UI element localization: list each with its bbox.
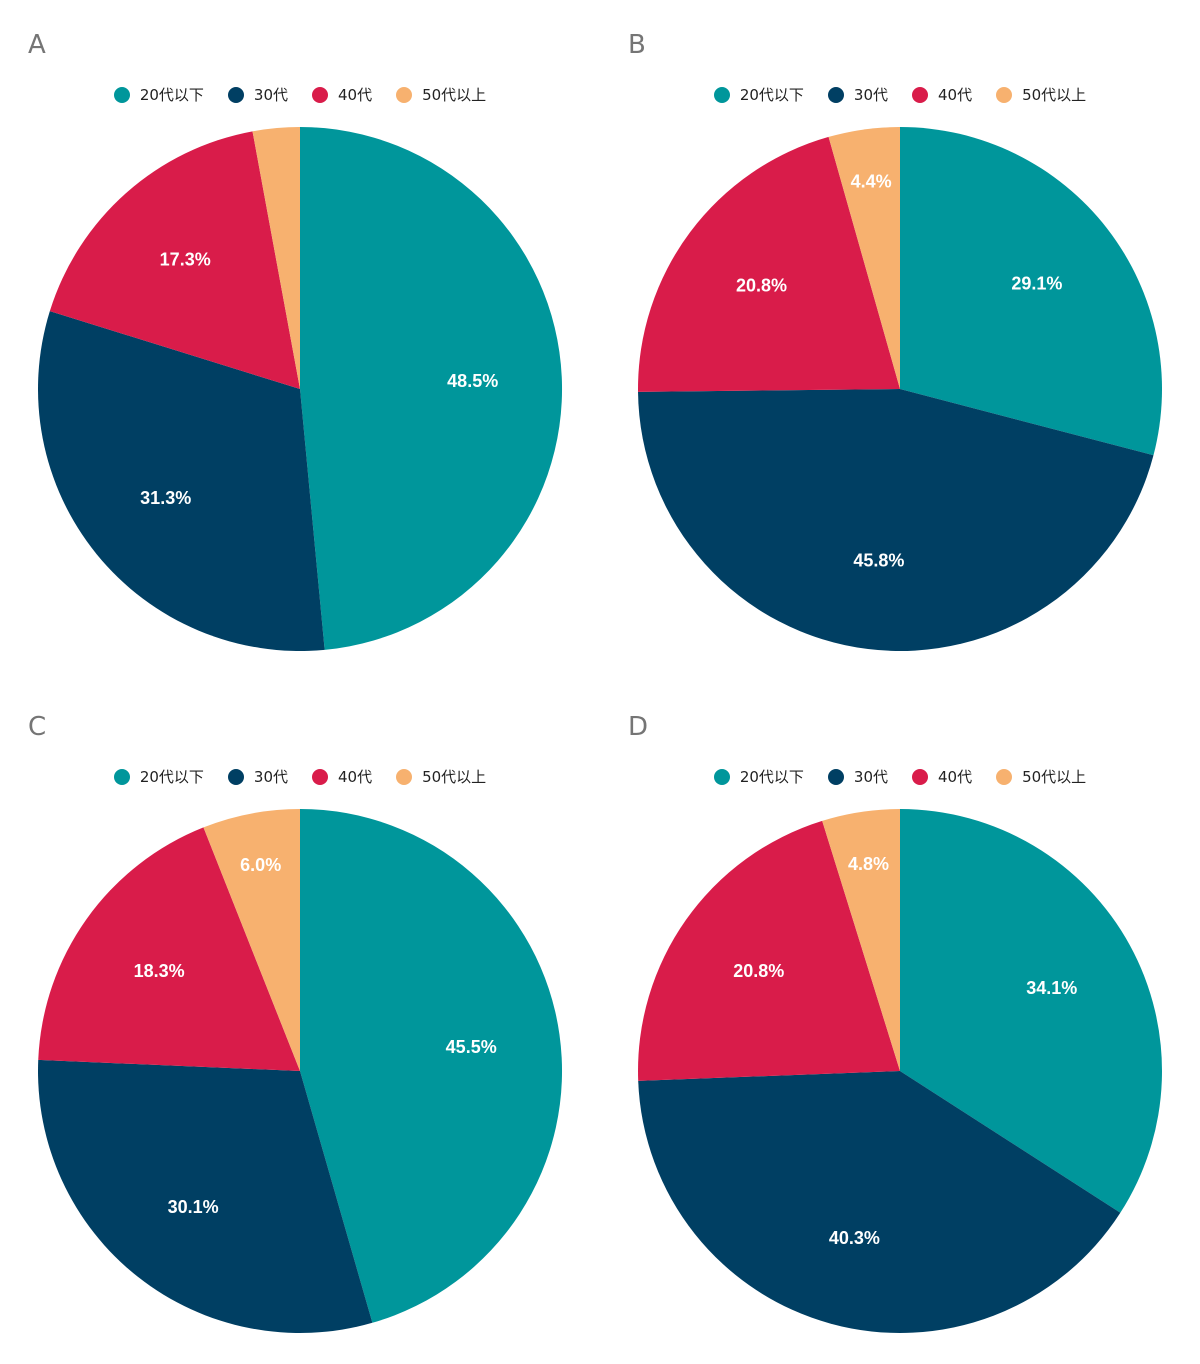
legend-swatch <box>396 86 413 103</box>
pie-chart: 48.5% 31.3% 17.3% <box>38 126 563 652</box>
legend-swatch <box>396 768 413 785</box>
pie-slice <box>638 820 900 1081</box>
legend-label: 50代以上 <box>1022 86 1087 104</box>
legend-label: 20代以下 <box>739 768 804 786</box>
legend-item: 20代以下 <box>113 84 204 105</box>
pie-slice <box>300 126 563 650</box>
legend-swatch <box>912 768 928 785</box>
slice-label: 29.1% <box>1011 273 1062 293</box>
legend-item: 40代 <box>912 766 972 787</box>
slice-label: 4.8% <box>848 854 889 874</box>
pie-slice <box>638 136 900 392</box>
legend-swatch <box>713 768 730 785</box>
legend-swatch <box>996 768 1013 785</box>
legend-item: 20代以下 <box>113 766 204 787</box>
legend-label: 40代 <box>338 86 373 104</box>
chart-panel-d: D 20代以下 30代 40代 50代以上 34.1% 40.3% 20.8% 4.8… <box>600 682 1200 1364</box>
legend-item: 20代以下 <box>713 766 804 787</box>
legend-label: 30代 <box>253 86 288 104</box>
chart-panel-a: A 20代以下 30代 40代 50代以上 48.5% 31.3% 17.3% <box>0 0 600 682</box>
legend-item: 50代以上 <box>396 84 486 105</box>
legend: 20代以下 30代 40代 50代以上 <box>0 766 600 787</box>
legend: 20代以下 30代 40代 50代以上 <box>0 84 600 105</box>
chart-panel-c: C 20代以下 30代 40代 50代以上 45.5% 30.1% 18.3% 6.0… <box>0 682 600 1364</box>
slice-label: 6.0% <box>240 855 281 875</box>
legend-label: 50代以上 <box>422 86 487 104</box>
pie-slice <box>38 1059 373 1334</box>
slice-label: 45.5% <box>446 1037 497 1057</box>
pie-slice <box>300 809 563 1323</box>
slice-label: 40.3% <box>829 1228 880 1248</box>
legend-swatch <box>912 86 928 103</box>
chart-title: C <box>28 712 47 742</box>
pie-slice <box>638 389 1154 652</box>
pie-slice <box>49 131 300 389</box>
chart-panel-b: B 20代以下 30代 40代 50代以上 29.1% 45.8% 20.8% 4.4… <box>600 0 1200 682</box>
pie-slice <box>38 311 325 652</box>
legend-swatch <box>227 768 244 785</box>
slice-label: 20.8% <box>733 961 784 981</box>
legend-item: 30代 <box>227 766 288 787</box>
legend-label: 30代 <box>853 768 888 786</box>
legend-label: 40代 <box>938 768 973 786</box>
legend-label: 20代以下 <box>739 86 804 104</box>
slice-label: 4.4% <box>851 171 892 191</box>
legend-item: 30代 <box>827 766 888 787</box>
legend-swatch <box>827 768 844 785</box>
legend-item: 40代 <box>312 766 372 787</box>
pie-slice <box>203 809 300 1071</box>
chart-title: A <box>28 30 46 60</box>
slice-label: 18.3% <box>134 961 185 981</box>
legend-label: 20代以下 <box>139 768 204 786</box>
legend-swatch <box>227 86 244 103</box>
legend-item: 50代以上 <box>996 766 1086 787</box>
slice-label: 20.8% <box>736 276 787 296</box>
pie-chart: 34.1% 40.3% 20.8% 4.8% <box>638 809 1163 1333</box>
slice-label: 45.8% <box>853 551 904 571</box>
legend-item: 20代以下 <box>713 84 804 105</box>
legend-item: 30代 <box>827 84 888 105</box>
legend-swatch <box>113 86 130 103</box>
legend-label: 20代以下 <box>139 86 204 104</box>
legend-swatch <box>996 86 1013 103</box>
slice-label: 48.5% <box>447 371 498 391</box>
slice-label: 34.1% <box>1026 978 1077 998</box>
legend-swatch <box>113 768 130 785</box>
legend-item: 40代 <box>312 84 372 105</box>
legend-label: 30代 <box>853 86 888 104</box>
legend-item: 30代 <box>227 84 288 105</box>
slice-label: 30.1% <box>168 1197 219 1217</box>
legend-label: 40代 <box>938 86 973 104</box>
legend-label: 30代 <box>253 768 288 786</box>
pie-chart: 29.1% 45.8% 20.8% 4.4% <box>638 127 1163 652</box>
legend-label: 50代以上 <box>422 768 487 786</box>
legend-label: 50代以上 <box>1022 768 1087 786</box>
pie-slice <box>900 127 1163 456</box>
pie-slice <box>38 827 301 1071</box>
legend-swatch <box>713 86 730 103</box>
legend-item: 50代以上 <box>996 84 1086 105</box>
slice-label: 17.3% <box>160 250 211 270</box>
legend-swatch <box>312 86 328 103</box>
legend: 20代以下 30代 40代 50代以上 <box>600 84 1200 105</box>
legend-swatch <box>312 768 328 785</box>
pie-slice <box>900 809 1163 1213</box>
legend-item: 50代以上 <box>396 766 486 787</box>
pie-slice <box>828 127 900 389</box>
pie-slice <box>638 1071 1121 1333</box>
legend: 20代以下 30代 40代 50代以上 <box>600 766 1200 787</box>
chart-title: B <box>628 30 646 60</box>
pie-slice <box>252 127 300 389</box>
legend-swatch <box>827 86 844 103</box>
pie-slice <box>822 809 900 1071</box>
legend-label: 40代 <box>338 768 373 786</box>
pie-chart: 45.5% 30.1% 18.3% 6.0% <box>38 809 563 1334</box>
slice-label: 31.3% <box>140 488 191 508</box>
chart-title: D <box>628 712 649 742</box>
legend-item: 40代 <box>912 84 972 105</box>
